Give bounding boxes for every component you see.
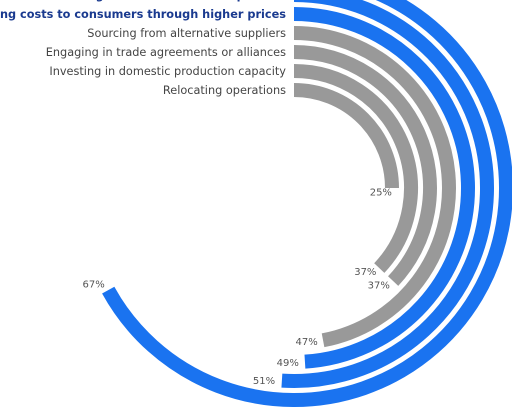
bars-group: [102, 0, 512, 407]
value-label-absorbing-costs-to-remain-competitive: 51%: [253, 376, 275, 387]
bar-diversifying-export-markets: [102, 0, 512, 407]
category-label-engaging-in-trade-agreements-or-alliances: Engaging in trade agreements or alliance…: [46, 46, 286, 59]
value-label-passing-costs-to-consumers-through-higher-prices: 49%: [277, 358, 299, 369]
bar-sourcing-from-alternative-suppliers: [293, 26, 456, 348]
category-label-relocating-operations: Relocating operations: [163, 84, 286, 97]
category-label-sourcing-from-alternative-suppliers: Sourcing from alternative suppliers: [87, 27, 286, 40]
value-label-diversifying-export-markets: 67%: [83, 280, 105, 291]
category-label-investing-in-domestic-production-capacity: Investing in domestic production capacit…: [49, 65, 286, 78]
category-label-absorbing-costs-to-remain-competitive: Absorbing costs to remain competitive: [39, 0, 287, 2]
value-label-investing-in-domestic-production-capacity: 37%: [354, 267, 376, 278]
bar-investing-in-domestic-production-capacity: [293, 64, 418, 273]
value-label-sourcing-from-alternative-suppliers: 47%: [295, 337, 317, 348]
value-label-relocating-operations: 25%: [370, 187, 392, 198]
bar-engaging-in-trade-agreements-or-alliances: [293, 45, 437, 286]
category-label-passing-costs-to-consumers-through-higher-prices: Passing costs to consumers through highe…: [0, 8, 286, 21]
value-labels-group: 67% 51%49% 47% 37% 37% 25%: [83, 187, 392, 387]
bar-passing-costs-to-consumers-through-higher-prices: [293, 7, 476, 369]
bar-relocating-operations: [293, 83, 399, 189]
bar-absorbing-costs-to-remain-competitive: [281, 0, 494, 388]
category-labels-group: Diversifying export marketsAbsorbing cos…: [0, 0, 286, 97]
value-label-engaging-in-trade-agreements-or-alliances: 37%: [368, 281, 390, 292]
